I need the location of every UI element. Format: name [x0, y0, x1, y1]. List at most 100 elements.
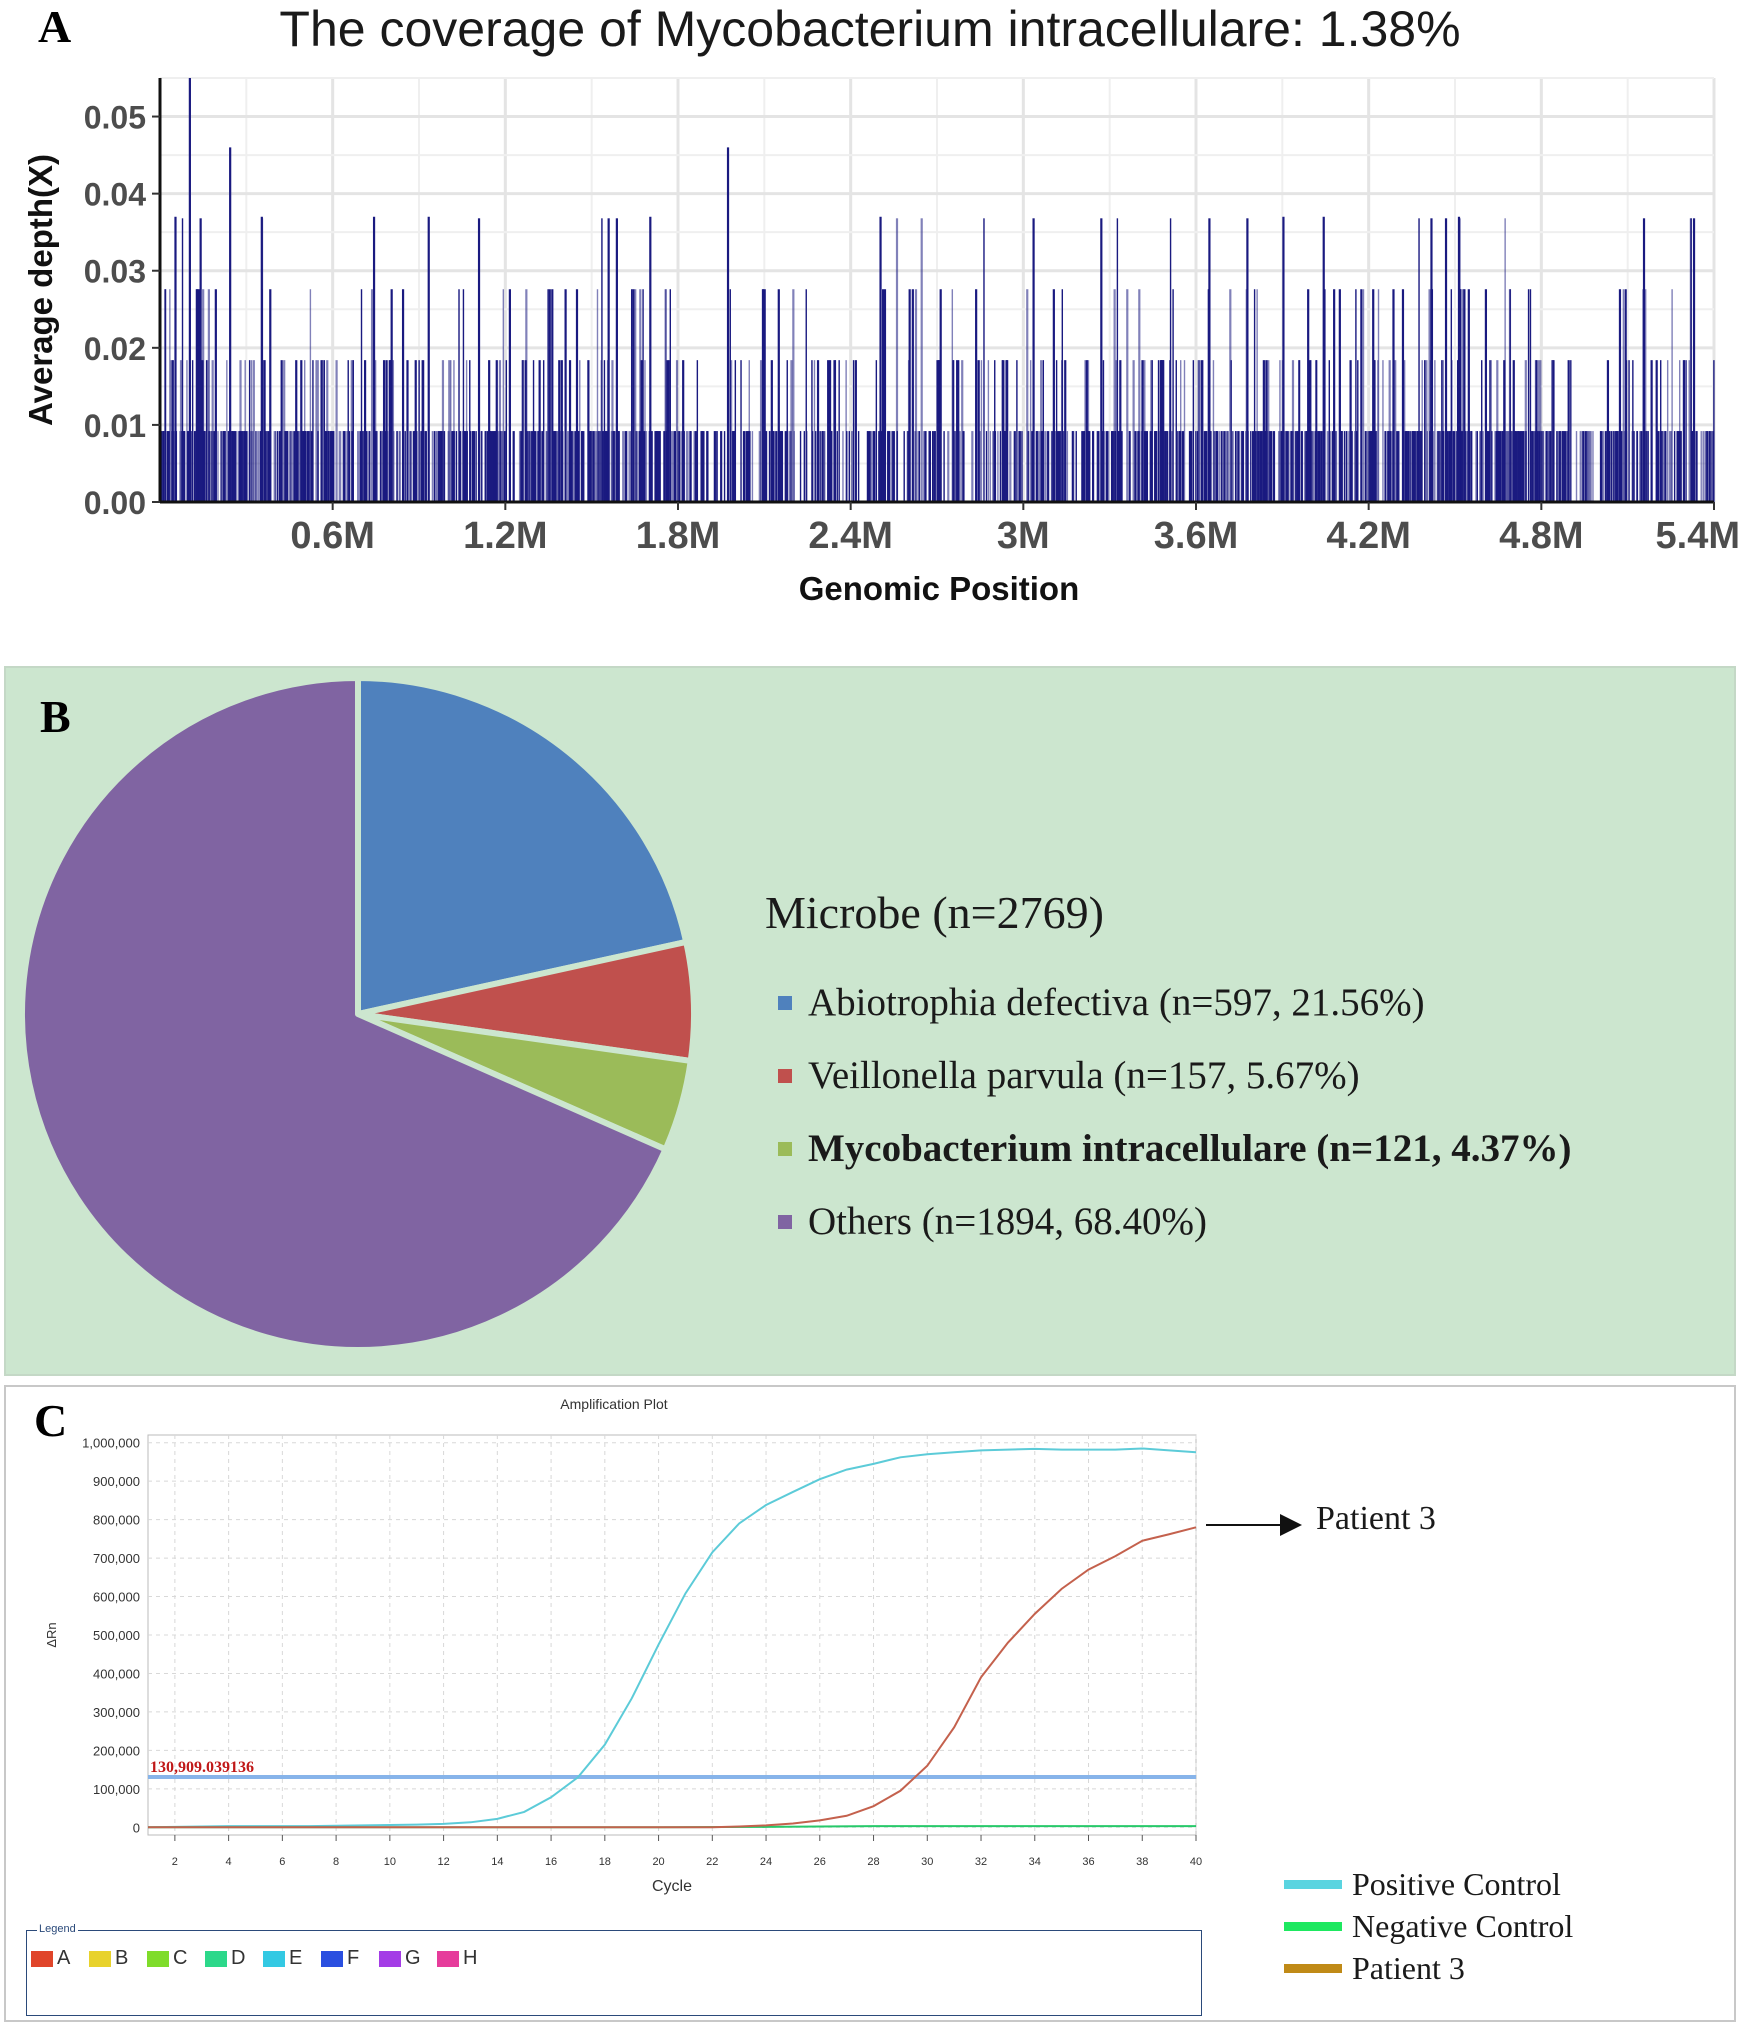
coverage-bar: [622, 431, 625, 502]
coverage-bar: [410, 431, 412, 502]
coverage-bar: [1129, 431, 1131, 502]
well-legend-label-A: A: [57, 1947, 71, 1969]
well-legend-item-B[interactable]: B: [89, 1947, 128, 1970]
coverage-bar: [1617, 431, 1620, 502]
coverage-bar: [1552, 360, 1555, 502]
coverage-bar: [571, 431, 573, 502]
coverage-bar: [478, 431, 480, 502]
coverage-bar: [486, 431, 490, 502]
coverage-bar: [1446, 431, 1449, 502]
well-legend-item-A[interactable]: A: [31, 1947, 70, 1970]
amp-legend-swatch-1: [1284, 1922, 1342, 1931]
coverage-peak-4: [649, 216, 652, 502]
coverage-bar: [1132, 360, 1135, 502]
coverage-bar: [1582, 431, 1585, 502]
coverage-bar: [493, 431, 496, 502]
coverage-bar: [1258, 431, 1260, 502]
coverage-bar: [1038, 431, 1041, 502]
amp-legend-item-2: Patient 3: [1284, 1950, 1465, 1987]
coverage-bar: [1521, 431, 1524, 502]
c-y-tick-label-10: 1,000,000: [82, 1436, 140, 1451]
a-y-tick-label-5: 0.05: [84, 100, 146, 136]
coverage-bar: [1650, 360, 1653, 502]
coverage-bar: [1312, 431, 1315, 502]
coverage-bar: [1373, 360, 1376, 502]
coverage-bar: [908, 289, 911, 502]
coverage-bar: [663, 431, 666, 502]
coverage-bar: [1620, 431, 1623, 502]
coverage-bar: [1467, 289, 1470, 502]
well-legend-item-G[interactable]: G: [379, 1947, 421, 1970]
coverage-bar: [448, 360, 451, 502]
coverage-bar: [1392, 289, 1395, 502]
coverage-bar: [883, 289, 887, 502]
coverage-bar: [1084, 360, 1086, 502]
well-legend-item-D[interactable]: D: [205, 1947, 245, 1970]
well-legend-item-F[interactable]: F: [321, 1947, 359, 1970]
coverage-bar: [1603, 431, 1605, 502]
coverage-bar: [1230, 360, 1232, 502]
coverage-bar: [551, 431, 554, 502]
coverage-bar: [1579, 431, 1582, 502]
coverage-bar: [1229, 289, 1232, 502]
coverage-bar: [678, 431, 681, 502]
coverage-bar: [570, 431, 572, 502]
well-legend-item-C[interactable]: C: [147, 1947, 187, 1970]
a-x-tick-label-0: 0.6M: [290, 515, 374, 557]
c-x-tick-label-3: 8: [333, 1856, 339, 1868]
coverage-bar: [296, 431, 299, 502]
coverage-bar: [1272, 431, 1276, 502]
a-y-tick-label-2: 0.02: [84, 331, 146, 367]
coverage-bar: [1479, 431, 1482, 502]
coverage-bar: [875, 360, 878, 502]
coverage-bar: [450, 360, 452, 502]
coverage-bar: [1346, 431, 1348, 502]
well-legend-item-E[interactable]: E: [263, 1947, 302, 1970]
coverage-bar: [1267, 360, 1270, 502]
coverage-bar: [867, 431, 870, 502]
coverage-bar: [237, 431, 240, 502]
coverage-bar: [881, 289, 885, 502]
c-y-tick-label-8: 800,000: [93, 1513, 140, 1528]
coverage-bar: [240, 431, 243, 502]
coverage-bar: [1608, 431, 1611, 502]
well-legend-swatch-C: [147, 1950, 169, 1967]
coverage-bar: [923, 431, 926, 502]
coverage-bar: [1222, 431, 1224, 502]
coverage-bar: [1396, 431, 1399, 502]
coverage-bar: [1393, 360, 1396, 502]
coverage-bar: [1296, 431, 1300, 502]
coverage-bar: [596, 289, 599, 502]
coverage-bar: [1491, 431, 1493, 502]
coverage-bar: [335, 360, 338, 502]
coverage-peak-0: [188, 78, 191, 502]
coverage-bar: [685, 431, 689, 502]
coverage-bar: [1566, 431, 1569, 502]
coverage-bar: [558, 360, 561, 502]
amp-legend-swatch-0: [1284, 1880, 1342, 1889]
coverage-bar: [873, 431, 876, 502]
coverage-bar: [1688, 360, 1690, 502]
coverage-bar: [212, 431, 214, 502]
coverage-bar: [742, 431, 746, 502]
coverage-bar: [1546, 431, 1548, 502]
coverage-bar: [1513, 431, 1517, 502]
a-x-tick-label-3: 2.4M: [808, 515, 892, 557]
coverage-bar: [751, 431, 754, 502]
c-x-tick-label-8: 18: [599, 1856, 611, 1868]
coverage-bar: [848, 431, 850, 502]
well-legend-item-H[interactable]: H: [437, 1947, 477, 1970]
coverage-bar: [485, 431, 487, 502]
coverage-bar: [694, 431, 697, 502]
c-y-tick-label-6: 600,000: [93, 1590, 140, 1605]
coverage-bar: [1190, 431, 1193, 502]
coverage-bar: [202, 289, 205, 502]
coverage-bar: [1315, 360, 1318, 502]
coverage-bar: [382, 360, 386, 502]
coverage-bar: [815, 431, 817, 502]
coverage-bar: [1432, 431, 1435, 502]
coverage-bar: [167, 431, 169, 502]
coverage-bar: [1348, 431, 1351, 502]
coverage-bar: [693, 431, 696, 502]
coverage-bar: [1456, 360, 1459, 502]
